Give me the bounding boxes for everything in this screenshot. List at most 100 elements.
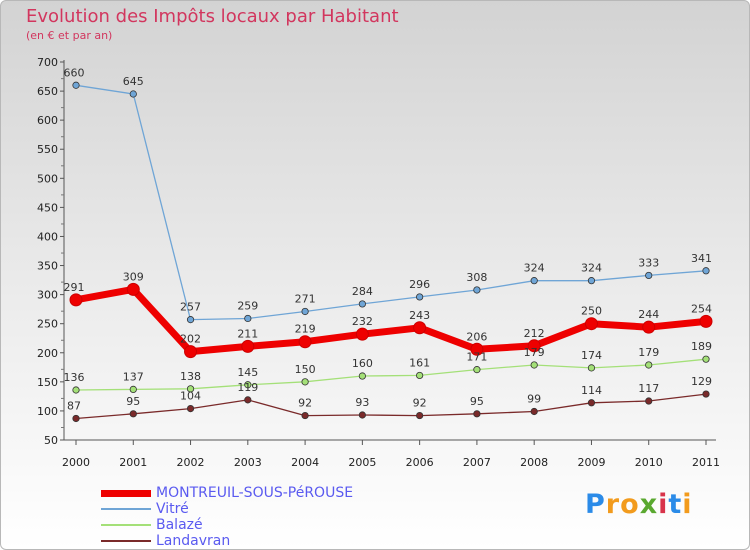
- data-label: 99: [527, 393, 541, 406]
- data-point: [473, 410, 481, 418]
- x-tick-label: 2004: [291, 456, 319, 469]
- data-point: [416, 371, 424, 380]
- x-tick-label: 2009: [577, 456, 605, 469]
- data-point: [72, 386, 80, 394]
- data-label: 645: [123, 75, 144, 88]
- x-tick-label: 2010: [635, 456, 663, 469]
- data-point: [702, 355, 710, 363]
- data-point: [301, 378, 309, 386]
- data-point: [186, 385, 195, 393]
- data-point: [186, 316, 195, 324]
- y-tick-label: 500: [37, 172, 58, 185]
- chart-title: Evolution des Impôts locaux par Habitant: [26, 6, 399, 27]
- data-label: 150: [295, 363, 316, 376]
- data-point: [645, 361, 653, 369]
- data-point: [355, 327, 369, 341]
- data-point: [527, 339, 541, 353]
- logo-letter: x: [639, 489, 659, 520]
- data-point: [244, 381, 252, 389]
- data-point: [129, 385, 137, 394]
- data-label: 296: [409, 278, 430, 291]
- data-label: 259: [237, 299, 258, 312]
- data-label: 244: [638, 308, 659, 321]
- data-point: [530, 277, 538, 285]
- data-point: [530, 361, 538, 369]
- data-point: [645, 271, 653, 280]
- y-tick-label: 150: [37, 376, 58, 389]
- data-label: 137: [123, 370, 144, 383]
- x-tick-label: 2005: [348, 456, 376, 469]
- legend-swatch: [101, 540, 151, 542]
- data-point: [416, 411, 424, 420]
- series-line-0: [72, 285, 710, 356]
- data-labels-layer: 291 309 202 211 219 232 243 206 212 250 244 254 660 6…: [64, 66, 713, 412]
- logo-letter: i: [682, 489, 693, 520]
- data-point: [473, 366, 481, 374]
- legend-swatch: [101, 489, 151, 497]
- x-tick-label: 2003: [234, 456, 262, 469]
- data-label: 92: [413, 397, 427, 410]
- data-point: [72, 81, 80, 89]
- data-point: [72, 414, 80, 423]
- data-label: 161: [409, 356, 430, 369]
- data-label: 341: [691, 252, 712, 265]
- data-label: 219: [295, 323, 316, 336]
- y-tick-label: 650: [37, 85, 58, 98]
- data-label: 104: [180, 390, 201, 403]
- legend-label: Balazé: [156, 517, 203, 533]
- data-point: [584, 317, 598, 331]
- data-label: 211: [237, 327, 258, 340]
- data-point: [470, 342, 484, 356]
- data-point: [358, 411, 366, 419]
- data-label: 171: [466, 351, 487, 364]
- data-label: 271: [295, 292, 316, 305]
- data-label: 95: [126, 395, 140, 408]
- data-point: [645, 397, 653, 405]
- data-point: [530, 407, 538, 416]
- data-label: 257: [180, 301, 201, 314]
- data-label: 212: [524, 327, 545, 340]
- data-point: [129, 410, 137, 418]
- data-point: [587, 399, 596, 407]
- data-point: [587, 277, 596, 285]
- data-label: 232: [352, 315, 373, 328]
- y-tick-label: 100: [37, 405, 58, 418]
- data-point: [129, 90, 137, 98]
- x-tick-label: 2008: [520, 456, 548, 469]
- data-point: [186, 404, 195, 413]
- data-point: [413, 321, 427, 335]
- data-label: 114: [581, 384, 602, 397]
- y-tick-label: 600: [37, 114, 58, 127]
- y-tick-label: 700: [37, 56, 58, 69]
- data-label: 119: [237, 381, 258, 394]
- y-tick-label: 450: [37, 201, 58, 214]
- x-tick-label: 2006: [406, 456, 434, 469]
- proxiti-logo: Proxiti: [585, 489, 693, 520]
- data-label: 93: [355, 396, 369, 409]
- data-point: [184, 345, 198, 359]
- data-label: 206: [466, 330, 487, 343]
- data-label: 660: [64, 66, 85, 79]
- legend-swatch: [101, 508, 151, 510]
- data-point: [416, 293, 424, 301]
- data-label: 243: [409, 309, 430, 322]
- logo-letter: i: [658, 489, 669, 520]
- axes: 50 100 150 200 250 300 350 400 450 500 550 600 650 70…: [37, 56, 720, 469]
- legend-label: Landavran: [156, 533, 231, 549]
- data-point: [642, 320, 656, 334]
- logo-letter: r: [605, 489, 621, 520]
- data-label: 138: [180, 370, 201, 383]
- series-layer: [69, 81, 713, 423]
- data-label: 136: [64, 371, 85, 384]
- data-label: 309: [123, 270, 144, 283]
- data-point: [358, 372, 366, 380]
- series-line-2: [75, 358, 707, 391]
- y-tick-label: 550: [37, 143, 58, 156]
- data-label: 324: [524, 262, 545, 275]
- data-point: [301, 411, 309, 420]
- data-label: 179: [638, 346, 659, 359]
- data-point: [301, 307, 309, 316]
- chart-subtitle: (en € et par an): [26, 29, 113, 42]
